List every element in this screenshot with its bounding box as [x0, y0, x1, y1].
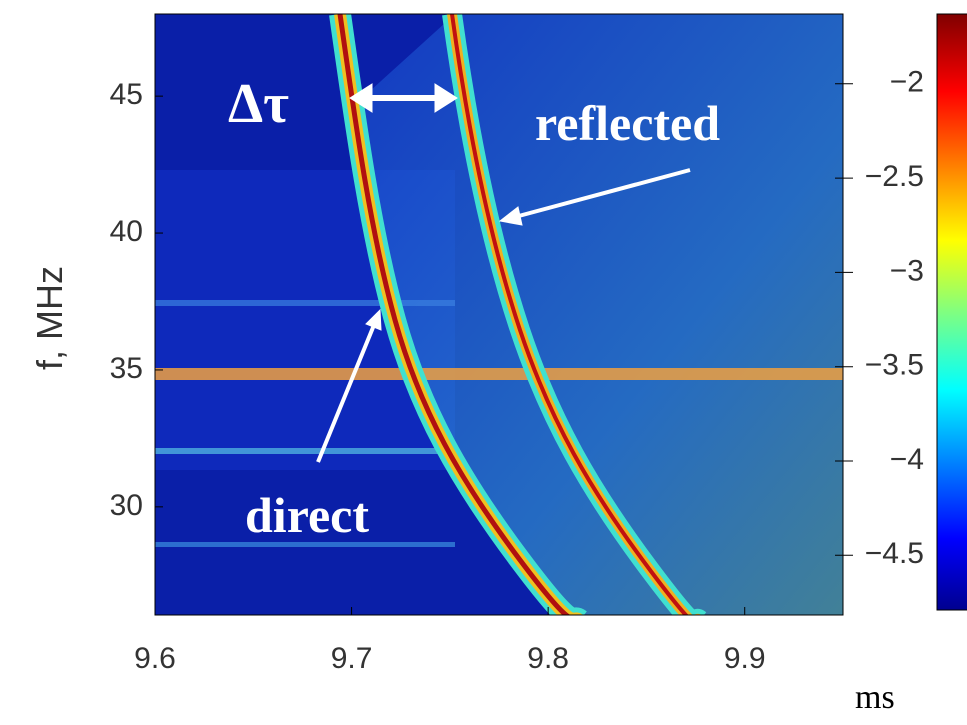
- annotation: reflected: [535, 95, 720, 151]
- colorbar-tick-label: −3: [890, 254, 924, 287]
- annotation: Δτ: [228, 73, 289, 135]
- x-axis-label: ms: [855, 679, 895, 716]
- colorbar-tick-label: −2.5: [865, 160, 924, 193]
- colorbar: [936, 13, 967, 611]
- y-tick-label: 45: [110, 78, 143, 111]
- spectrogram-image: [155, 14, 843, 615]
- y-axis-label: f, MHz: [29, 266, 70, 370]
- x-tick-label: 9.6: [134, 642, 176, 675]
- colorbar-tick-label: −4.5: [865, 537, 924, 570]
- plot-frame: [154, 13, 844, 616]
- colorbar-tick-label: −3.5: [865, 349, 924, 382]
- colorbar-tick-label: −4: [890, 443, 924, 476]
- x-tick-label: 9.8: [527, 642, 569, 675]
- x-tick-label: 9.9: [724, 642, 766, 675]
- y-tick-label: 40: [110, 215, 143, 248]
- x-tick-label: 9.7: [331, 642, 373, 675]
- y-tick-label: 30: [110, 489, 143, 522]
- annotation: direct: [245, 487, 369, 543]
- y-tick-label: 35: [110, 352, 143, 385]
- annotation-arrows: [316, 83, 691, 463]
- colorbar-tick-label: −2: [890, 66, 924, 99]
